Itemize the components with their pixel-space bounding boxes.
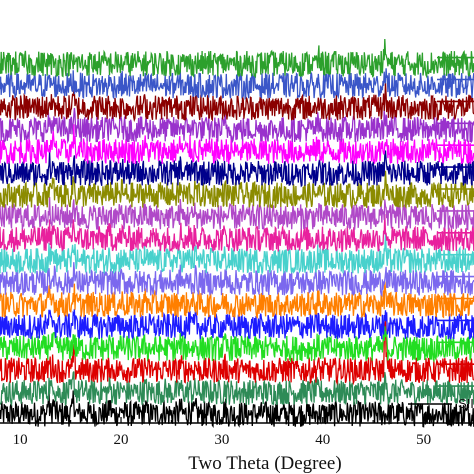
series-line-13 [0,124,474,165]
x-tick-label: 40 [315,432,330,448]
series-line-3 [0,320,474,386]
legend-label-sii: SII [458,396,474,411]
x-tick-label: 50 [416,432,431,448]
series-line-4 [0,326,474,364]
x-tick-label: 10 [13,432,28,448]
series-line-8 [0,234,474,276]
series-line-11 [0,170,474,210]
series-line-6 [0,281,474,320]
series-line-12 [0,150,474,188]
series-line-1 [0,390,474,428]
x-axis-title: Two Theta (Degree) [188,453,341,474]
x-axis: 10 20 30 40 50 [0,417,474,448]
series-line-14 [0,107,474,145]
legend-layer [408,56,474,405]
x-tick-label: 20 [114,432,129,448]
series-line-17 [0,38,474,79]
series-line-15 [0,82,474,123]
x-tick-label: 30 [214,432,229,448]
series-line-7 [0,262,474,298]
series-line-16 [0,68,474,100]
series-line-9 [0,214,474,253]
series-layer [0,38,474,428]
series-line-10 [0,196,474,231]
series-line-5 [0,308,474,340]
series-line-2 [0,371,474,407]
